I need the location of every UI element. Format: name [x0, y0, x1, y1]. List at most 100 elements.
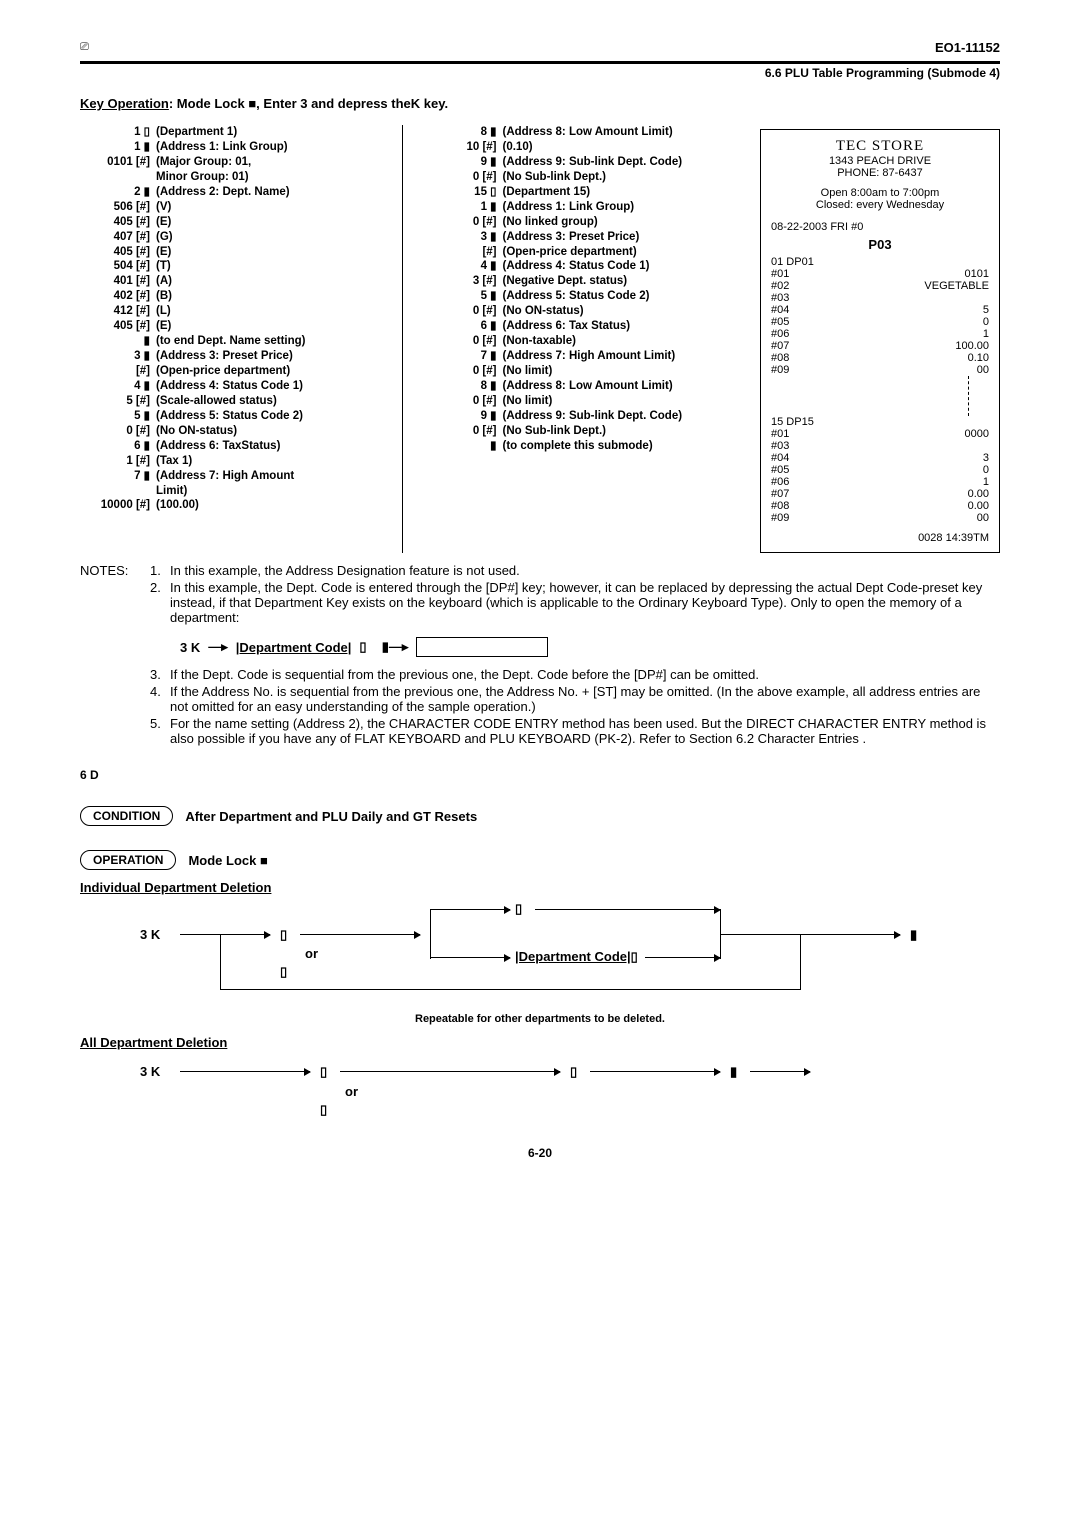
entry-line: 3 ▮(Address 3: Preset Price) [80, 349, 394, 364]
entry-line: 9 ▮(Address 9: Sub-link Dept. Code) [427, 155, 741, 170]
dashed-line [968, 376, 969, 416]
entry-line: 4 ▮(Address 4: Status Code 1) [427, 259, 741, 274]
entry-line: 0 [#](No linked group) [427, 215, 741, 230]
operation-row: OPERATION Mode Lock ■ [80, 850, 1000, 870]
entry-line: 5 ▮(Address 5: Status Code 2) [80, 409, 394, 424]
receipt-row: #061 [771, 328, 989, 340]
receipt-row: #080.10 [771, 352, 989, 364]
entry-line: 10000 [#](100.00) [80, 498, 394, 513]
note-3: If the Dept. Code is sequential from the… [170, 667, 1000, 682]
section-heading: 6.6 PLU Table Programming (Submode 4) [80, 66, 1000, 80]
column-a: 1 ▯(Department 1)1 ▮(Address 1: Link Gro… [80, 125, 403, 553]
notes-list: 1.In this example, the Address Designati… [150, 563, 1000, 627]
receipt-row: #080.00 [771, 500, 989, 512]
receipt-group1: #010101#02VEGETABLE#03#045#050#061#07100… [771, 268, 989, 376]
entry-line: Limit) [80, 484, 394, 499]
receipt-row: #02VEGETABLE [771, 280, 989, 292]
entry-line: 5 [#](Scale-allowed status) [80, 394, 394, 409]
entry-line: 0 [#](No Sub-link Dept.) [427, 424, 741, 439]
receipt-row: #043 [771, 452, 989, 464]
corner-icon: ⎚ [80, 41, 89, 54]
entry-line: 0 [#](No ON-status) [427, 304, 741, 319]
entry-line: 1 [#](Tax 1) [80, 454, 394, 469]
notes: NOTES: 1.In this example, the Address De… [80, 563, 1000, 748]
entry-line: 3 ▮(Address 3: Preset Price) [427, 230, 741, 245]
entry-line: 506 [#](V) [80, 200, 394, 215]
receipt-row: #03 [771, 440, 989, 452]
receipt-row: #070.00 [771, 488, 989, 500]
indiv-deletion-title: Individual Department Deletion [80, 880, 1000, 895]
all-deletion-title: All Department Deletion [80, 1035, 1000, 1050]
entry-line: 405 [#](E) [80, 245, 394, 260]
entry-line: 0 [#](No limit) [427, 394, 741, 409]
entry-line: 7 ▮(Address 7: High Amount Limit) [427, 349, 741, 364]
page-number: 6-20 [80, 1146, 1000, 1160]
operation-text: Mode Lock ■ [188, 853, 267, 868]
entry-line: 6 ▮(Address 6: Tax Status) [427, 319, 741, 334]
receipt-row: #010101 [771, 268, 989, 280]
receipt-row: #050 [771, 316, 989, 328]
entry-line: 412 [#](L) [80, 304, 394, 319]
entry-line: 8 ▮(Address 8: Low Amount Limit) [427, 125, 741, 140]
entry-line: 15 ▯(Department 15) [427, 185, 741, 200]
entry-line: 0101 [#](Major Group: 01, [80, 155, 394, 170]
receipt-phone: PHONE: 87-6437 [771, 167, 989, 179]
receipt-g1-title: 01 DP01 [771, 256, 989, 268]
receipt: TEC STORE 1343 PEACH DRIVE PHONE: 87-643… [760, 129, 1000, 553]
entry-line: 401 [#](A) [80, 274, 394, 289]
flow-individual: 3 K ▯ ▯ |Department Code|▯ ▮ or ▯ [80, 899, 1000, 1009]
receipt-column: TEC STORE 1343 PEACH DRIVE PHONE: 87-643… [760, 125, 1000, 553]
note-5: For the name setting (Address 2), the CH… [170, 716, 1000, 746]
receipt-store: TEC STORE [771, 138, 989, 155]
condition-bubble: CONDITION [80, 806, 173, 826]
entry-line: 0 [#](Non-taxable) [427, 334, 741, 349]
entry-line: 504 [#](T) [80, 259, 394, 274]
receipt-row: #010000 [771, 428, 989, 440]
entry-line: 4 ▮(Address 4: Status Code 1) [80, 379, 394, 394]
note-4: If the Address No. is sequential from th… [170, 684, 1000, 714]
entry-line: 6 ▮(Address 6: TaxStatus) [80, 439, 394, 454]
receipt-hours: Open 8:00am to 7:00pm [771, 187, 989, 199]
receipt-closed: Closed: every Wednesday [771, 199, 989, 211]
entry-line: [#](Open-price department) [427, 245, 741, 260]
receipt-footer: 0028 14:39TM [771, 532, 989, 544]
note-2: In this example, the Dept. Code is enter… [170, 580, 1000, 625]
entry-line: ▮(to end Dept. Name setting) [80, 334, 394, 349]
entry-line: 8 ▮(Address 8: Low Amount Limit) [427, 379, 741, 394]
entry-line: 9 ▮(Address 9: Sub-link Dept. Code) [427, 409, 741, 424]
note-1: In this example, the Address Designation… [170, 563, 1000, 578]
receipt-row: #03 [771, 292, 989, 304]
entry-line: 405 [#](E) [80, 319, 394, 334]
entry-line: 1 ▯(Department 1) [80, 125, 394, 140]
receipt-row: #050 [771, 464, 989, 476]
entry-line: 1 ▮(Address 1: Link Group) [427, 200, 741, 215]
keyop-label: Key Operation [80, 96, 169, 111]
condition-text: After Department and PLU Daily and GT Re… [185, 809, 477, 824]
doc-code: EO1-11152 [935, 40, 1000, 55]
entry-line: 0 [#](No ON-status) [80, 424, 394, 439]
receipt-row: #07100.00 [771, 340, 989, 352]
repeat-note: Repeatable for other departments to be d… [80, 1013, 1000, 1025]
entry-line: 0 [#](No limit) [427, 364, 741, 379]
notes-label: NOTES: [80, 563, 150, 627]
condition-row: CONDITION After Department and PLU Daily… [80, 806, 1000, 826]
section-num: 6 D [80, 768, 1000, 782]
receipt-row: #0900 [771, 512, 989, 524]
entry-line: 0 [#](No Sub-link Dept.) [427, 170, 741, 185]
entry-line: 1 ▮(Address 1: Link Group) [80, 140, 394, 155]
entry-line: 402 [#](B) [80, 289, 394, 304]
key-operation: Key Operation: Mode Lock ■, Enter 3 and … [80, 96, 1000, 111]
entry-line: 7 ▮(Address 7: High Amount [80, 469, 394, 484]
column-b: 8 ▮(Address 8: Low Amount Limit)10 [#](0… [423, 125, 741, 553]
receipt-row: #0900 [771, 364, 989, 376]
receipt-row: #045 [771, 304, 989, 316]
entry-line: 407 [#](G) [80, 230, 394, 245]
entry-line: Minor Group: 01) [80, 170, 394, 185]
receipt-datetime: 08-22-2003 FRI #0 [771, 221, 989, 233]
diagram-dept-open: 3 K —▸ |Department Code| ▯ ▮—▸ [180, 637, 1000, 657]
entry-line: 405 [#](E) [80, 215, 394, 230]
flow-all: 3 K ▯ ▯ ▮ or ▯ [80, 1054, 1000, 1134]
receipt-p03: P03 [771, 237, 989, 252]
receipt-group2: #010000#03#043#050#061#070.00#080.00#090… [771, 428, 989, 524]
receipt-addr: 1343 PEACH DRIVE [771, 155, 989, 167]
